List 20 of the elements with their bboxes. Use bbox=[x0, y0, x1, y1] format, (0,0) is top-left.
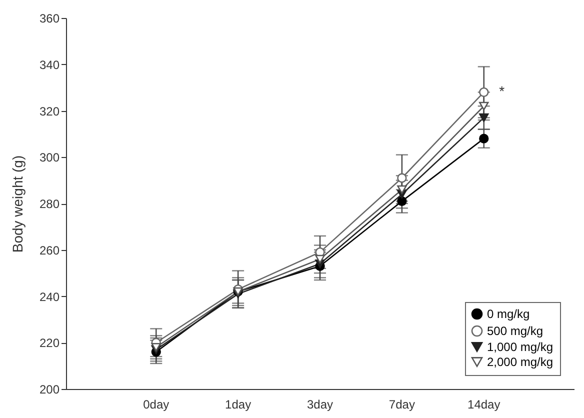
x-tick-label: 1day bbox=[225, 398, 252, 412]
y-tick-label: 320 bbox=[39, 104, 60, 118]
x-tick-label: 14day bbox=[468, 398, 500, 412]
legend-label: 500 mg/kg bbox=[487, 324, 544, 338]
y-tick-label: 240 bbox=[39, 290, 60, 304]
legend-label: 0 mg/kg bbox=[487, 307, 530, 321]
y-tick-label: 360 bbox=[39, 12, 60, 26]
x-tick-label: 7day bbox=[388, 398, 415, 412]
legend-label: 2,000 mg/kg bbox=[487, 355, 554, 369]
y-tick-label: 220 bbox=[39, 336, 60, 350]
annotation: * bbox=[499, 83, 506, 100]
y-tick-label: 300 bbox=[39, 150, 60, 165]
y-tick-label: 200 bbox=[39, 382, 60, 396]
x-tick-label: 0day bbox=[143, 398, 170, 412]
legend-label: 1,000 mg/kg bbox=[487, 340, 554, 354]
y-tick-label: 260 bbox=[39, 243, 60, 258]
y-axis-title: Body weight (g) bbox=[9, 155, 26, 253]
y-tick-label: 280 bbox=[39, 197, 60, 211]
y-tick-label: 340 bbox=[39, 58, 60, 72]
x-tick-label: 3day bbox=[306, 398, 334, 412]
